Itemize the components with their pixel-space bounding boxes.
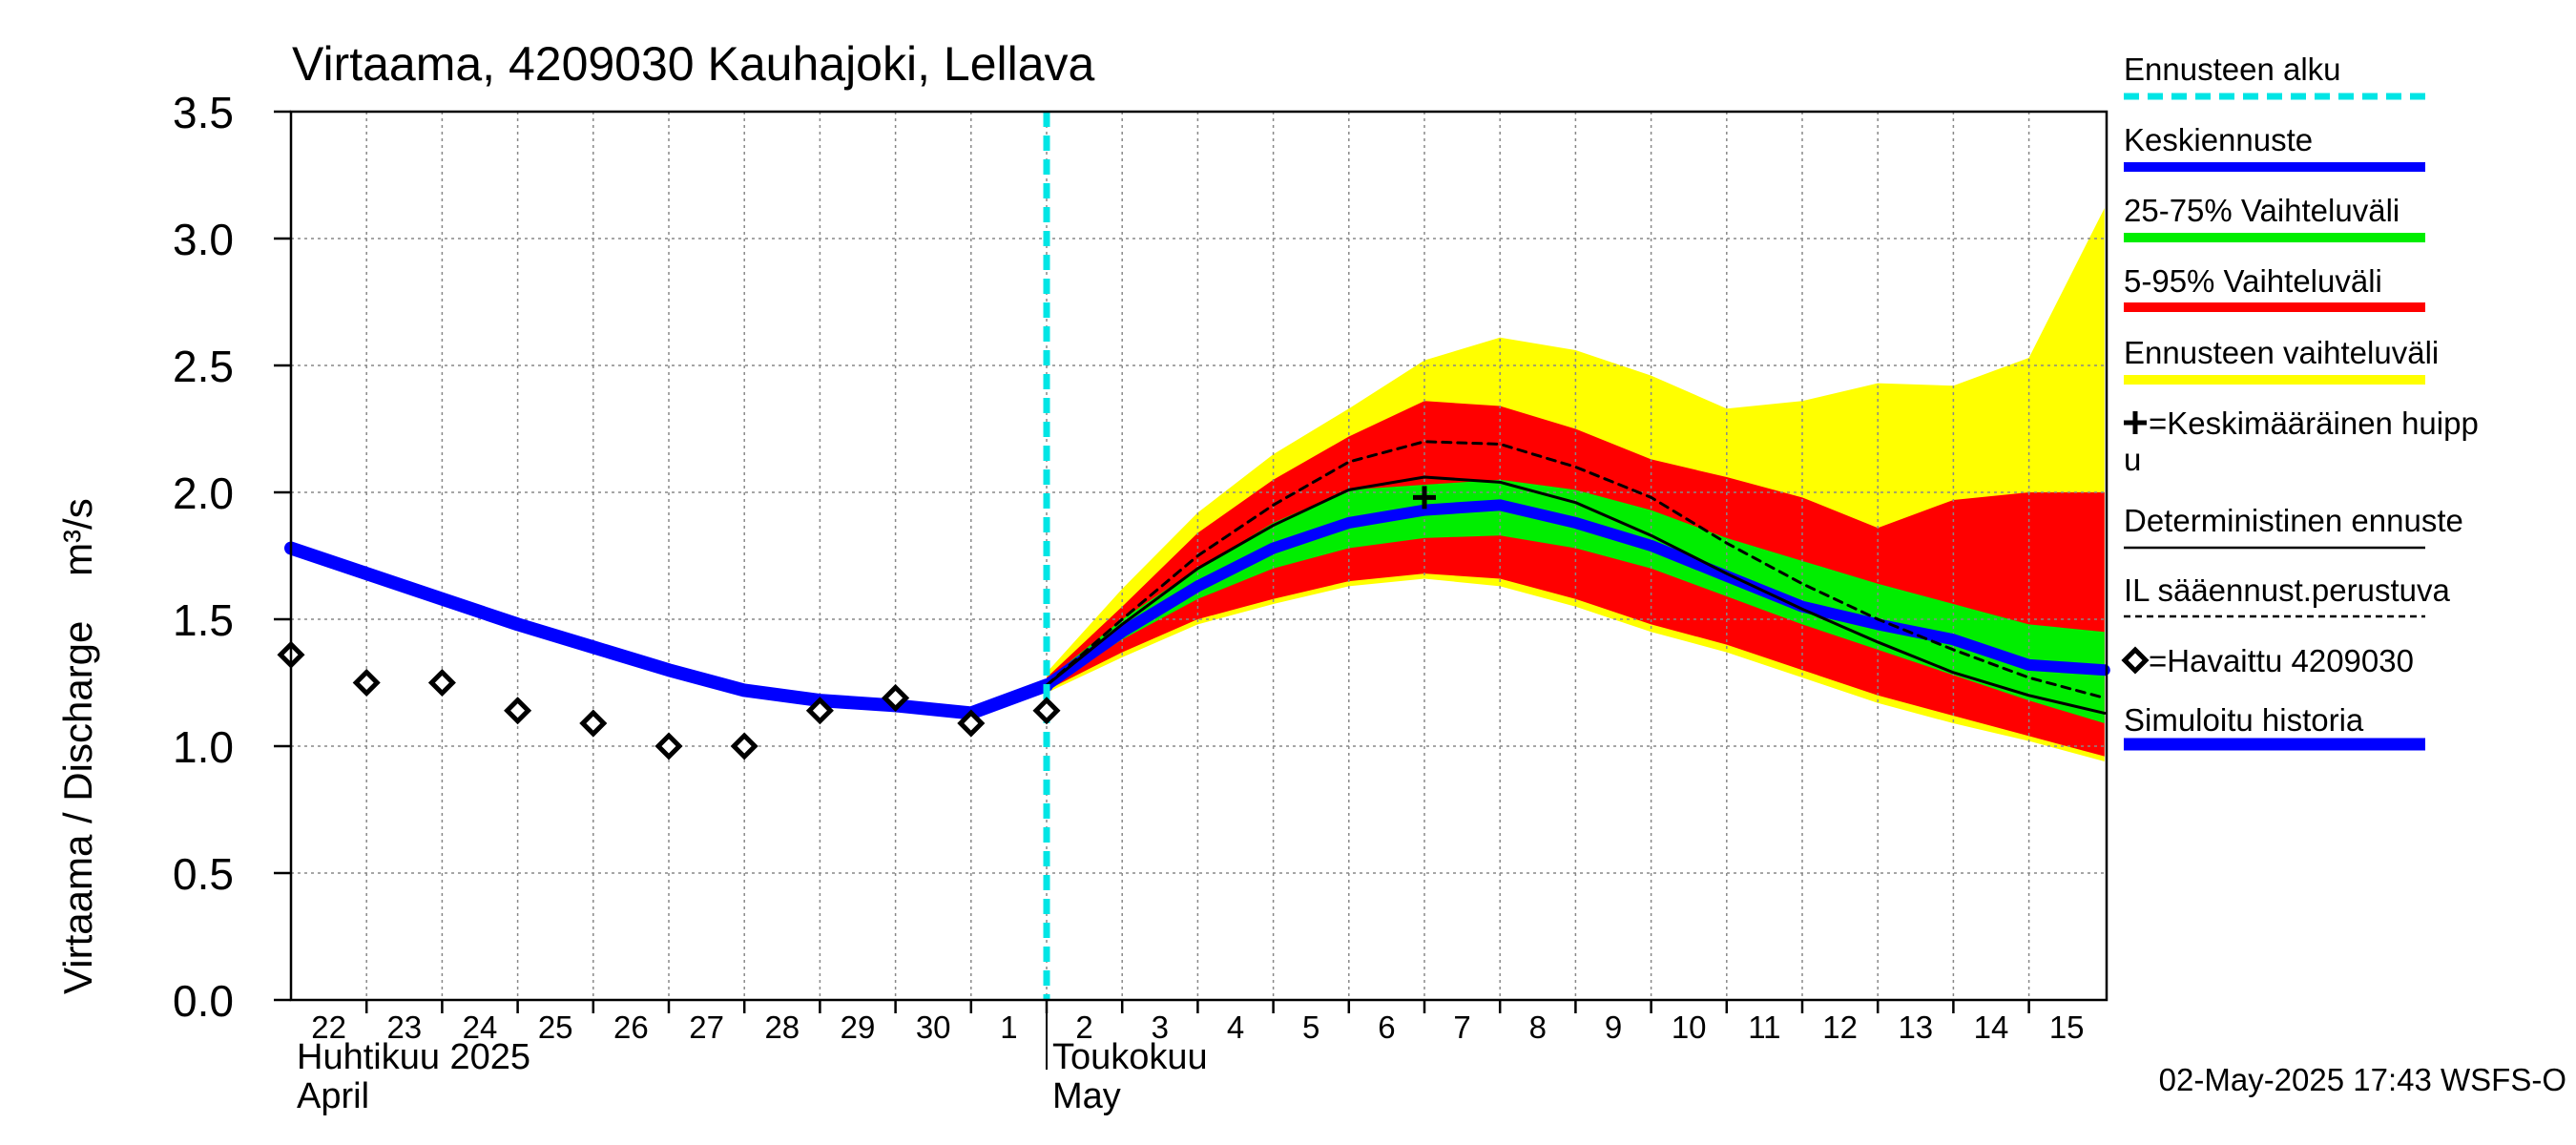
x-tick-label: 2 <box>1075 1010 1092 1045</box>
legend-label: Deterministinen ennuste <box>2124 503 2463 538</box>
x-tick-label: 3 <box>1152 1010 1169 1045</box>
x-tick-label: 25 <box>538 1010 573 1045</box>
legend-plus-icon <box>2124 411 2147 434</box>
median-forecast-line <box>1041 499 2110 692</box>
x-tick-label: 14 <box>1974 1010 2009 1045</box>
y-tick-label: 2.0 <box>173 468 234 518</box>
legend-label: 25-75% Vaihteluväli <box>2124 193 2399 228</box>
axes: 0.00.51.01.52.02.53.03.522 23 24 25 26 27 28 29… <box>173 88 2109 1116</box>
legend-label: Ennusteen vaihteluväli <box>2124 335 2439 370</box>
x-tick-label: 12 <box>1822 1010 1858 1045</box>
x-tick-label: 4 <box>1227 1010 1244 1045</box>
observed-point <box>579 709 608 738</box>
x-tick-label: 28 <box>764 1010 800 1045</box>
y-tick-label: 0.5 <box>173 849 234 899</box>
observed-point <box>504 697 532 725</box>
observed-point <box>427 668 456 697</box>
deterministic-forecast-line <box>1045 475 2107 715</box>
observed-point <box>352 668 381 697</box>
x-tick-label: 23 <box>386 1010 422 1045</box>
series-lines <box>284 112 2110 1000</box>
range-5-95-band <box>1047 401 2105 757</box>
x-tick-label: 5 <box>1302 1010 1319 1045</box>
footer-timestamp: 02-May-2025 17:43 WSFS-O <box>2159 1062 2566 1097</box>
legend-label: IL sääennust.perustuva <box>2124 572 2450 608</box>
chart-title: Virtaama, 4209030 Kauhajoki, Lellava <box>292 37 1095 91</box>
x-tick-label: 22 <box>311 1010 346 1045</box>
x-tick-label: 29 <box>841 1010 876 1045</box>
observed-point <box>1032 697 1061 725</box>
legend-label: Keskiennuste <box>2124 122 2313 157</box>
x-tick-label: 13 <box>1898 1010 1933 1045</box>
x-tick-label: 24 <box>463 1010 498 1045</box>
x-tick-label: 26 <box>613 1010 649 1045</box>
x-tick-label: 10 <box>1672 1010 1707 1045</box>
y-axis-label: Virtaama / Discharge m³/s <box>55 498 100 994</box>
x-tick-label: 9 <box>1605 1010 1622 1045</box>
y-tick-label: 1.0 <box>173 722 234 772</box>
y-tick-label: 3.5 <box>173 88 234 137</box>
x-tick-label: 30 <box>916 1010 951 1045</box>
observed-point <box>882 683 910 712</box>
legend-label: 5-95% Vaihteluväli <box>2124 263 2382 299</box>
legend-label: =Keskimääräinen huipp <box>2149 406 2479 441</box>
legend: Ennusteen alku Keskiennuste 25-75% Vaihtel… <box>2121 52 2479 751</box>
mean-peak-marker <box>1413 486 1436 510</box>
x-tick-label: 1 <box>1000 1010 1017 1045</box>
observed-point <box>805 697 834 725</box>
observation-markers <box>277 486 1436 760</box>
month-label-en: April <box>297 1076 369 1116</box>
legend-label: Simuloitu historia <box>2124 702 2364 738</box>
simulated-history-line <box>284 541 1053 720</box>
y-tick-label: 2.5 <box>173 342 234 391</box>
month-label-fi: Toukokuu <box>1052 1037 1208 1077</box>
observed-point <box>654 732 683 760</box>
forecast-bands <box>1047 208 2105 761</box>
legend-label: Ennusteen alku <box>2124 52 2341 87</box>
month-label-fi: Huhtikuu 2025 <box>297 1037 530 1077</box>
il-weather-forecast-line <box>1045 440 2107 699</box>
observed-point <box>957 709 986 738</box>
x-tick-label: 11 <box>1748 1010 1780 1045</box>
x-tick-label: 15 <box>2049 1010 2085 1045</box>
y-tick-label: 3.0 <box>173 215 234 264</box>
grid-lines <box>291 112 2107 1000</box>
legend-diamond-icon <box>2121 646 2150 675</box>
legend-label-cont: u <box>2124 442 2141 477</box>
observed-point <box>730 732 758 760</box>
x-tick-label: 27 <box>689 1010 724 1045</box>
month-label-en: May <box>1052 1076 1121 1116</box>
y-tick-label: 1.5 <box>173 595 234 645</box>
x-tick-label: 6 <box>1378 1010 1395 1045</box>
y-tick-label: 0.0 <box>173 976 234 1026</box>
x-tick-label: 7 <box>1453 1010 1470 1045</box>
x-tick-label: 8 <box>1529 1010 1547 1045</box>
legend-label: =Havaittu 4209030 <box>2149 643 2414 678</box>
